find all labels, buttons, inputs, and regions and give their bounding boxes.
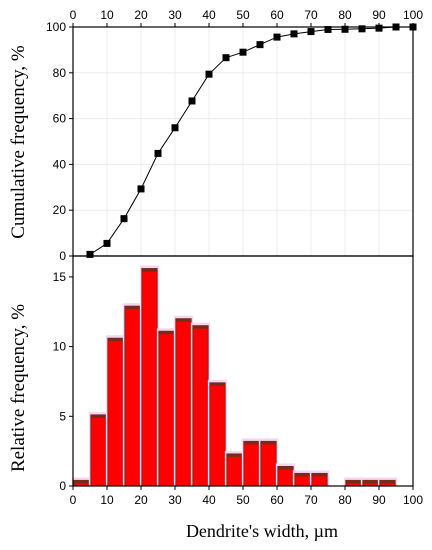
bar-2 bbox=[107, 337, 124, 487]
cumulative-point-16 bbox=[358, 25, 366, 33]
cumulative-point-6 bbox=[188, 97, 196, 105]
bar-6 bbox=[175, 318, 192, 487]
bottom-xtick-label-7: 70 bbox=[304, 493, 318, 507]
cumulative-point-8 bbox=[222, 54, 230, 62]
bar-8 bbox=[209, 382, 226, 487]
cumulative-point-1 bbox=[103, 239, 111, 247]
bar-cap-11 bbox=[260, 441, 277, 445]
top-xtick-label-7: 70 bbox=[304, 8, 318, 22]
bar-7 bbox=[192, 325, 209, 487]
top-ytick-label-3: 60 bbox=[53, 112, 67, 126]
bar-4 bbox=[141, 268, 158, 487]
bar-cap-8 bbox=[209, 382, 226, 386]
cumulative-frequency-plot bbox=[86, 23, 417, 258]
cumulative-point-4 bbox=[154, 149, 162, 157]
bar-cap-4 bbox=[141, 268, 158, 272]
top-xtick-label-2: 20 bbox=[134, 8, 148, 22]
bar-9 bbox=[226, 453, 243, 487]
top-xtick-label-9: 90 bbox=[372, 8, 386, 22]
bottom-ytick-label-0: 0 bbox=[59, 479, 66, 493]
bar-cap-6 bbox=[175, 318, 192, 322]
bar-5 bbox=[158, 330, 175, 487]
bar-cap-18 bbox=[379, 480, 396, 484]
top-xtick-label-0: 0 bbox=[70, 8, 77, 22]
bar-1 bbox=[90, 414, 107, 487]
bottom-xtick-label-8: 80 bbox=[338, 493, 352, 507]
bar-cap-3 bbox=[124, 306, 141, 310]
cumulative-point-14 bbox=[324, 26, 332, 34]
bottom-xtick-label-2: 20 bbox=[134, 493, 148, 507]
top-ytick-label-4: 80 bbox=[53, 66, 67, 80]
bottom-xtick-label-10: 100 bbox=[403, 493, 423, 507]
cumulative-point-2 bbox=[120, 215, 128, 223]
top-ytick-label-2: 40 bbox=[53, 157, 67, 171]
top-xtick-label-10: 100 bbox=[403, 8, 423, 22]
bar-cap-1 bbox=[90, 414, 107, 418]
axes-frames bbox=[69, 23, 414, 490]
bottom-ytick-label-2: 10 bbox=[53, 340, 67, 354]
cumulative-point-7 bbox=[205, 70, 213, 78]
top-ytick-label-5: 100 bbox=[46, 20, 66, 34]
bottom-xtick-label-4: 40 bbox=[202, 493, 216, 507]
bottom-xtick-label-9: 90 bbox=[372, 493, 386, 507]
bar-cap-13 bbox=[294, 473, 311, 477]
bar-10 bbox=[243, 440, 260, 487]
top-y-axis-label: Cumulative frequency, % bbox=[8, 45, 29, 239]
bar-cap-5 bbox=[158, 331, 175, 335]
bottom-y-axis-label: Relative frequency, % bbox=[8, 304, 29, 472]
cumulative-gridlines bbox=[73, 27, 413, 256]
top-xtick-label-3: 30 bbox=[168, 8, 182, 22]
bottom-ytick-label-3: 15 bbox=[53, 270, 67, 284]
bottom-xtick-label-5: 50 bbox=[236, 493, 250, 507]
cumulative-point-15 bbox=[341, 25, 349, 33]
bar-3 bbox=[124, 305, 141, 487]
cumulative-point-13 bbox=[307, 28, 315, 36]
bottom-ytick-label-1: 5 bbox=[59, 409, 66, 423]
bar-cap-7 bbox=[192, 325, 209, 329]
cumulative-point-9 bbox=[239, 48, 247, 56]
bottom-xtick-label-1: 10 bbox=[100, 493, 114, 507]
bottom-xtick-label-0: 0 bbox=[70, 493, 77, 507]
top-xtick-label-4: 40 bbox=[202, 8, 216, 22]
relative-frequency-plot bbox=[71, 265, 398, 487]
bar-cap-17 bbox=[362, 480, 379, 484]
cumulative-point-17 bbox=[375, 24, 383, 32]
cumulative-series-line bbox=[89, 26, 413, 255]
cumulative-point-0 bbox=[86, 250, 94, 258]
bottom-xtick-label-6: 60 bbox=[270, 493, 284, 507]
bar-cap-14 bbox=[311, 473, 328, 477]
cumulative-point-12 bbox=[290, 30, 298, 38]
top-ytick-label-1: 20 bbox=[53, 203, 67, 217]
bar-cap-0 bbox=[73, 480, 90, 484]
top-xtick-label-6: 60 bbox=[270, 8, 284, 22]
top-xtick-label-8: 80 bbox=[338, 8, 352, 22]
bottom-xtick-label-3: 30 bbox=[168, 493, 182, 507]
cumulative-point-5 bbox=[171, 124, 179, 132]
x-axis-label: Dendrite's width, µm bbox=[186, 521, 338, 541]
bar-cap-16 bbox=[345, 480, 362, 484]
top-xtick-label-1: 10 bbox=[100, 8, 114, 22]
top-ytick-label-0: 0 bbox=[59, 249, 66, 263]
cumulative-point-3 bbox=[137, 185, 145, 193]
top-xtick-label-5: 50 bbox=[236, 8, 250, 22]
bar-cap-2 bbox=[107, 338, 124, 342]
cumulative-point-10 bbox=[256, 41, 264, 49]
cumulative-point-11 bbox=[273, 33, 281, 41]
bar-cap-10 bbox=[243, 441, 260, 445]
bar-11 bbox=[260, 440, 277, 487]
bar-cap-12 bbox=[277, 466, 294, 470]
bar-cap-9 bbox=[226, 453, 243, 457]
